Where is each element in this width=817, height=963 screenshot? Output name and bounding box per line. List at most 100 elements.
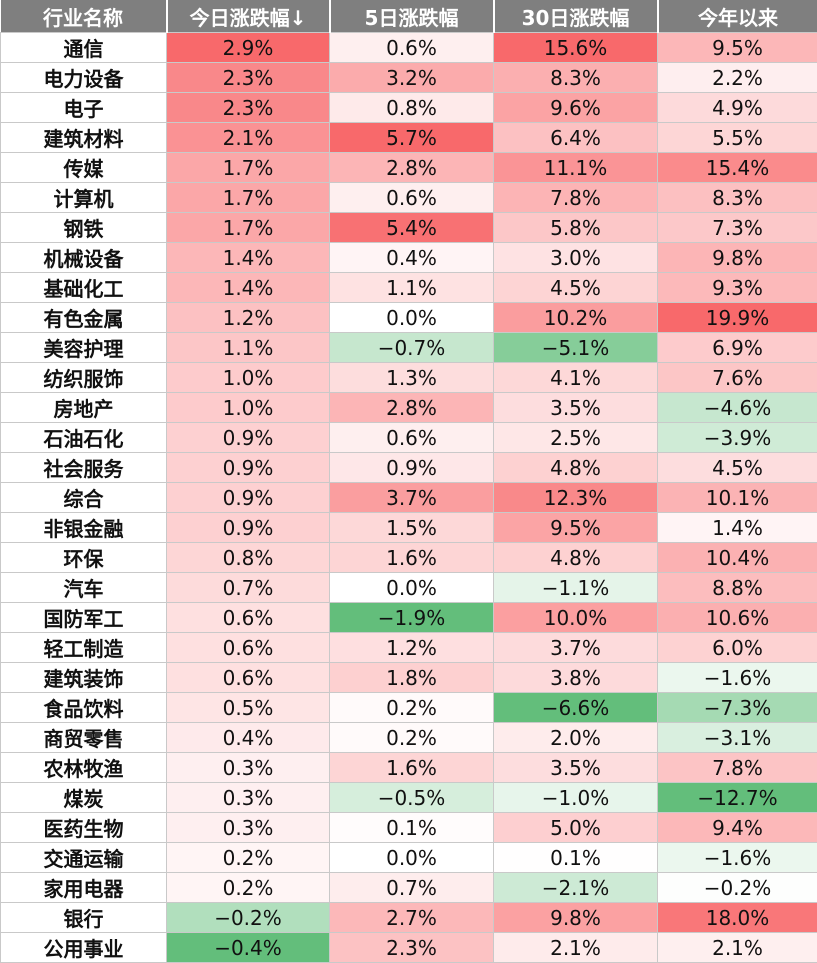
- 30day-change-cell: 6.4%: [494, 123, 658, 153]
- 5day-change-cell: 5.7%: [330, 123, 494, 153]
- ytd-change-cell: 9.8%: [658, 243, 817, 273]
- 5day-change-cell: 0.2%: [330, 693, 494, 723]
- industry-name-cell: 电子: [1, 93, 167, 123]
- industry-name-cell: 交通运输: [1, 843, 167, 873]
- industry-name-cell: 计算机: [1, 183, 167, 213]
- industry-name-cell: 美容护理: [1, 333, 167, 363]
- 5day-change-cell: 2.8%: [330, 153, 494, 183]
- today-change-cell: 0.5%: [167, 693, 330, 723]
- today-change-cell: 0.9%: [167, 513, 330, 543]
- 5day-change-cell: 1.3%: [330, 363, 494, 393]
- 5day-change-cell: 0.1%: [330, 813, 494, 843]
- today-change-cell: 2.9%: [167, 33, 330, 63]
- 5day-change-cell: 0.7%: [330, 873, 494, 903]
- 30day-change-cell: 8.3%: [494, 63, 658, 93]
- industry-name-cell: 有色金属: [1, 303, 167, 333]
- today-change-cell: 0.6%: [167, 603, 330, 633]
- industry-name-cell: 商贸零售: [1, 723, 167, 753]
- today-change-cell: 0.2%: [167, 873, 330, 903]
- ytd-change-cell: 9.4%: [658, 813, 817, 843]
- 5day-change-cell: 0.6%: [330, 423, 494, 453]
- today-change-cell: 0.4%: [167, 723, 330, 753]
- today-change-cell: 1.2%: [167, 303, 330, 333]
- industry-name-cell: 环保: [1, 543, 167, 573]
- 30day-change-cell: 10.0%: [494, 603, 658, 633]
- 30day-change-cell: 3.8%: [494, 663, 658, 693]
- industry-name-cell: 国防军工: [1, 603, 167, 633]
- industry-name-cell: 钢铁: [1, 213, 167, 243]
- 5day-change-cell: 0.0%: [330, 303, 494, 333]
- 30day-change-cell: −6.6%: [494, 693, 658, 723]
- ytd-change-cell: 2.1%: [658, 933, 817, 963]
- industry-name-cell: 机械设备: [1, 243, 167, 273]
- today-change-cell: 0.9%: [167, 453, 330, 483]
- 5day-change-cell: 0.6%: [330, 33, 494, 63]
- ytd-change-cell: 2.2%: [658, 63, 817, 93]
- industry-name-cell: 社会服务: [1, 453, 167, 483]
- 5day-change-cell: −0.5%: [330, 783, 494, 813]
- today-change-cell: 2.3%: [167, 93, 330, 123]
- header-today-change[interactable]: 今日涨跌幅↓: [167, 0, 330, 33]
- today-change-cell: 2.1%: [167, 123, 330, 153]
- industry-name-cell: 银行: [1, 903, 167, 933]
- header-5day-change[interactable]: 5日涨跌幅: [330, 0, 494, 33]
- 5day-change-cell: 3.2%: [330, 63, 494, 93]
- industry-name-cell: 食品饮料: [1, 693, 167, 723]
- table-row: 公用事业−0.4%2.3%2.1%2.1%: [1, 933, 817, 963]
- ytd-change-cell: −3.9%: [658, 423, 817, 453]
- header-row: 行业名称 今日涨跌幅↓ 5日涨跌幅 30日涨跌幅 今年以来: [1, 0, 817, 33]
- industry-name-cell: 房地产: [1, 393, 167, 423]
- today-change-cell: 1.7%: [167, 183, 330, 213]
- ytd-change-cell: 9.5%: [658, 33, 817, 63]
- ytd-change-cell: 8.8%: [658, 573, 817, 603]
- 5day-change-cell: 1.2%: [330, 633, 494, 663]
- ytd-change-cell: 5.5%: [658, 123, 817, 153]
- 5day-change-cell: 0.6%: [330, 183, 494, 213]
- industry-name-cell: 综合: [1, 483, 167, 513]
- 5day-change-cell: 0.0%: [330, 573, 494, 603]
- today-change-cell: 0.8%: [167, 543, 330, 573]
- 30day-change-cell: −2.1%: [494, 873, 658, 903]
- industry-name-cell: 石油石化: [1, 423, 167, 453]
- ytd-change-cell: 8.3%: [658, 183, 817, 213]
- 5day-change-cell: 5.4%: [330, 213, 494, 243]
- 30day-change-cell: 12.3%: [494, 483, 658, 513]
- header-industry: 行业名称: [1, 0, 167, 33]
- header-ytd-change[interactable]: 今年以来: [658, 0, 817, 33]
- industry-name-cell: 基础化工: [1, 273, 167, 303]
- today-change-cell: 1.0%: [167, 393, 330, 423]
- industry-name-cell: 传媒: [1, 153, 167, 183]
- ytd-change-cell: 10.4%: [658, 543, 817, 573]
- today-change-cell: 2.3%: [167, 63, 330, 93]
- 5day-change-cell: 0.2%: [330, 723, 494, 753]
- today-change-cell: 0.3%: [167, 783, 330, 813]
- 5day-change-cell: 0.0%: [330, 843, 494, 873]
- 30day-change-cell: 7.8%: [494, 183, 658, 213]
- header-30day-change[interactable]: 30日涨跌幅: [494, 0, 658, 33]
- ytd-change-cell: 7.8%: [658, 753, 817, 783]
- industry-name-cell: 轻工制造: [1, 633, 167, 663]
- 30day-change-cell: 4.1%: [494, 363, 658, 393]
- 30day-change-cell: 3.5%: [494, 393, 658, 423]
- ytd-change-cell: −3.1%: [658, 723, 817, 753]
- today-change-cell: 1.7%: [167, 153, 330, 183]
- 5day-change-cell: 0.9%: [330, 453, 494, 483]
- 5day-change-cell: 0.4%: [330, 243, 494, 273]
